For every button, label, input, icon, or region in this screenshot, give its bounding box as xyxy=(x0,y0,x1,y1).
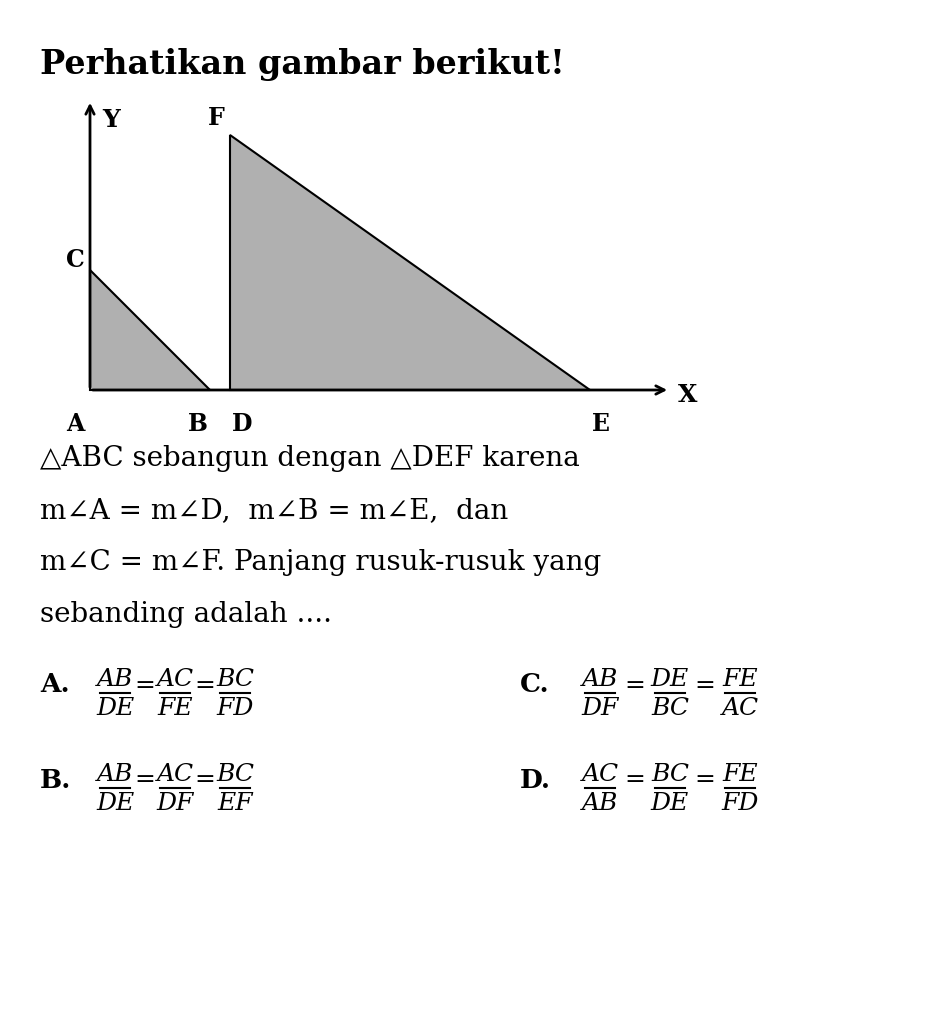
Text: D.: D. xyxy=(520,767,551,793)
Text: =: = xyxy=(695,768,715,792)
Text: △ABC sebangun dengan △DEF karena: △ABC sebangun dengan △DEF karena xyxy=(40,445,580,472)
Text: DE: DE xyxy=(651,792,689,815)
Text: AC: AC xyxy=(722,697,758,720)
Text: BC: BC xyxy=(651,697,689,720)
Text: =: = xyxy=(624,768,646,792)
Text: DE: DE xyxy=(96,792,134,815)
Text: DF: DF xyxy=(156,792,193,815)
Text: BC: BC xyxy=(216,668,254,691)
Text: =: = xyxy=(134,768,155,792)
Text: X: X xyxy=(678,383,697,407)
Text: FE: FE xyxy=(722,763,758,786)
Text: BC: BC xyxy=(216,763,254,786)
Text: Perhatikan gambar berikut!: Perhatikan gambar berikut! xyxy=(40,48,565,81)
Text: F: F xyxy=(208,106,225,130)
Text: =: = xyxy=(624,673,646,697)
Text: C.: C. xyxy=(520,672,549,698)
Text: AB: AB xyxy=(582,792,618,815)
Text: AC: AC xyxy=(156,763,193,786)
Text: AB: AB xyxy=(97,763,133,786)
Text: AC: AC xyxy=(582,763,619,786)
Text: Y: Y xyxy=(102,108,119,132)
Text: =: = xyxy=(194,768,216,792)
Text: AC: AC xyxy=(156,668,193,691)
Text: DE: DE xyxy=(651,668,689,691)
Text: AB: AB xyxy=(97,668,133,691)
Text: sebanding adalah ....: sebanding adalah .... xyxy=(40,601,332,628)
Text: A.: A. xyxy=(40,672,69,698)
Text: B: B xyxy=(188,412,208,436)
Text: FD: FD xyxy=(722,792,758,815)
Polygon shape xyxy=(90,270,210,390)
Text: DF: DF xyxy=(581,697,619,720)
Text: DE: DE xyxy=(96,697,134,720)
Text: A: A xyxy=(67,412,85,436)
Text: FD: FD xyxy=(216,697,253,720)
Text: D: D xyxy=(232,412,253,436)
Polygon shape xyxy=(230,135,590,390)
Text: =: = xyxy=(695,673,715,697)
Text: BC: BC xyxy=(651,763,689,786)
Text: E: E xyxy=(592,412,610,436)
Text: FE: FE xyxy=(157,697,192,720)
Text: m∠C = m∠F. Panjang rusuk-rusuk yang: m∠C = m∠F. Panjang rusuk-rusuk yang xyxy=(40,549,601,576)
Text: =: = xyxy=(194,673,216,697)
Text: =: = xyxy=(134,673,155,697)
Text: m∠A = m∠D,  m∠B = m∠E,  dan: m∠A = m∠D, m∠B = m∠E, dan xyxy=(40,497,508,524)
Text: FE: FE xyxy=(722,668,758,691)
Text: C: C xyxy=(67,248,85,272)
Text: EF: EF xyxy=(217,792,253,815)
Text: B.: B. xyxy=(40,767,71,793)
Text: AB: AB xyxy=(582,668,618,691)
